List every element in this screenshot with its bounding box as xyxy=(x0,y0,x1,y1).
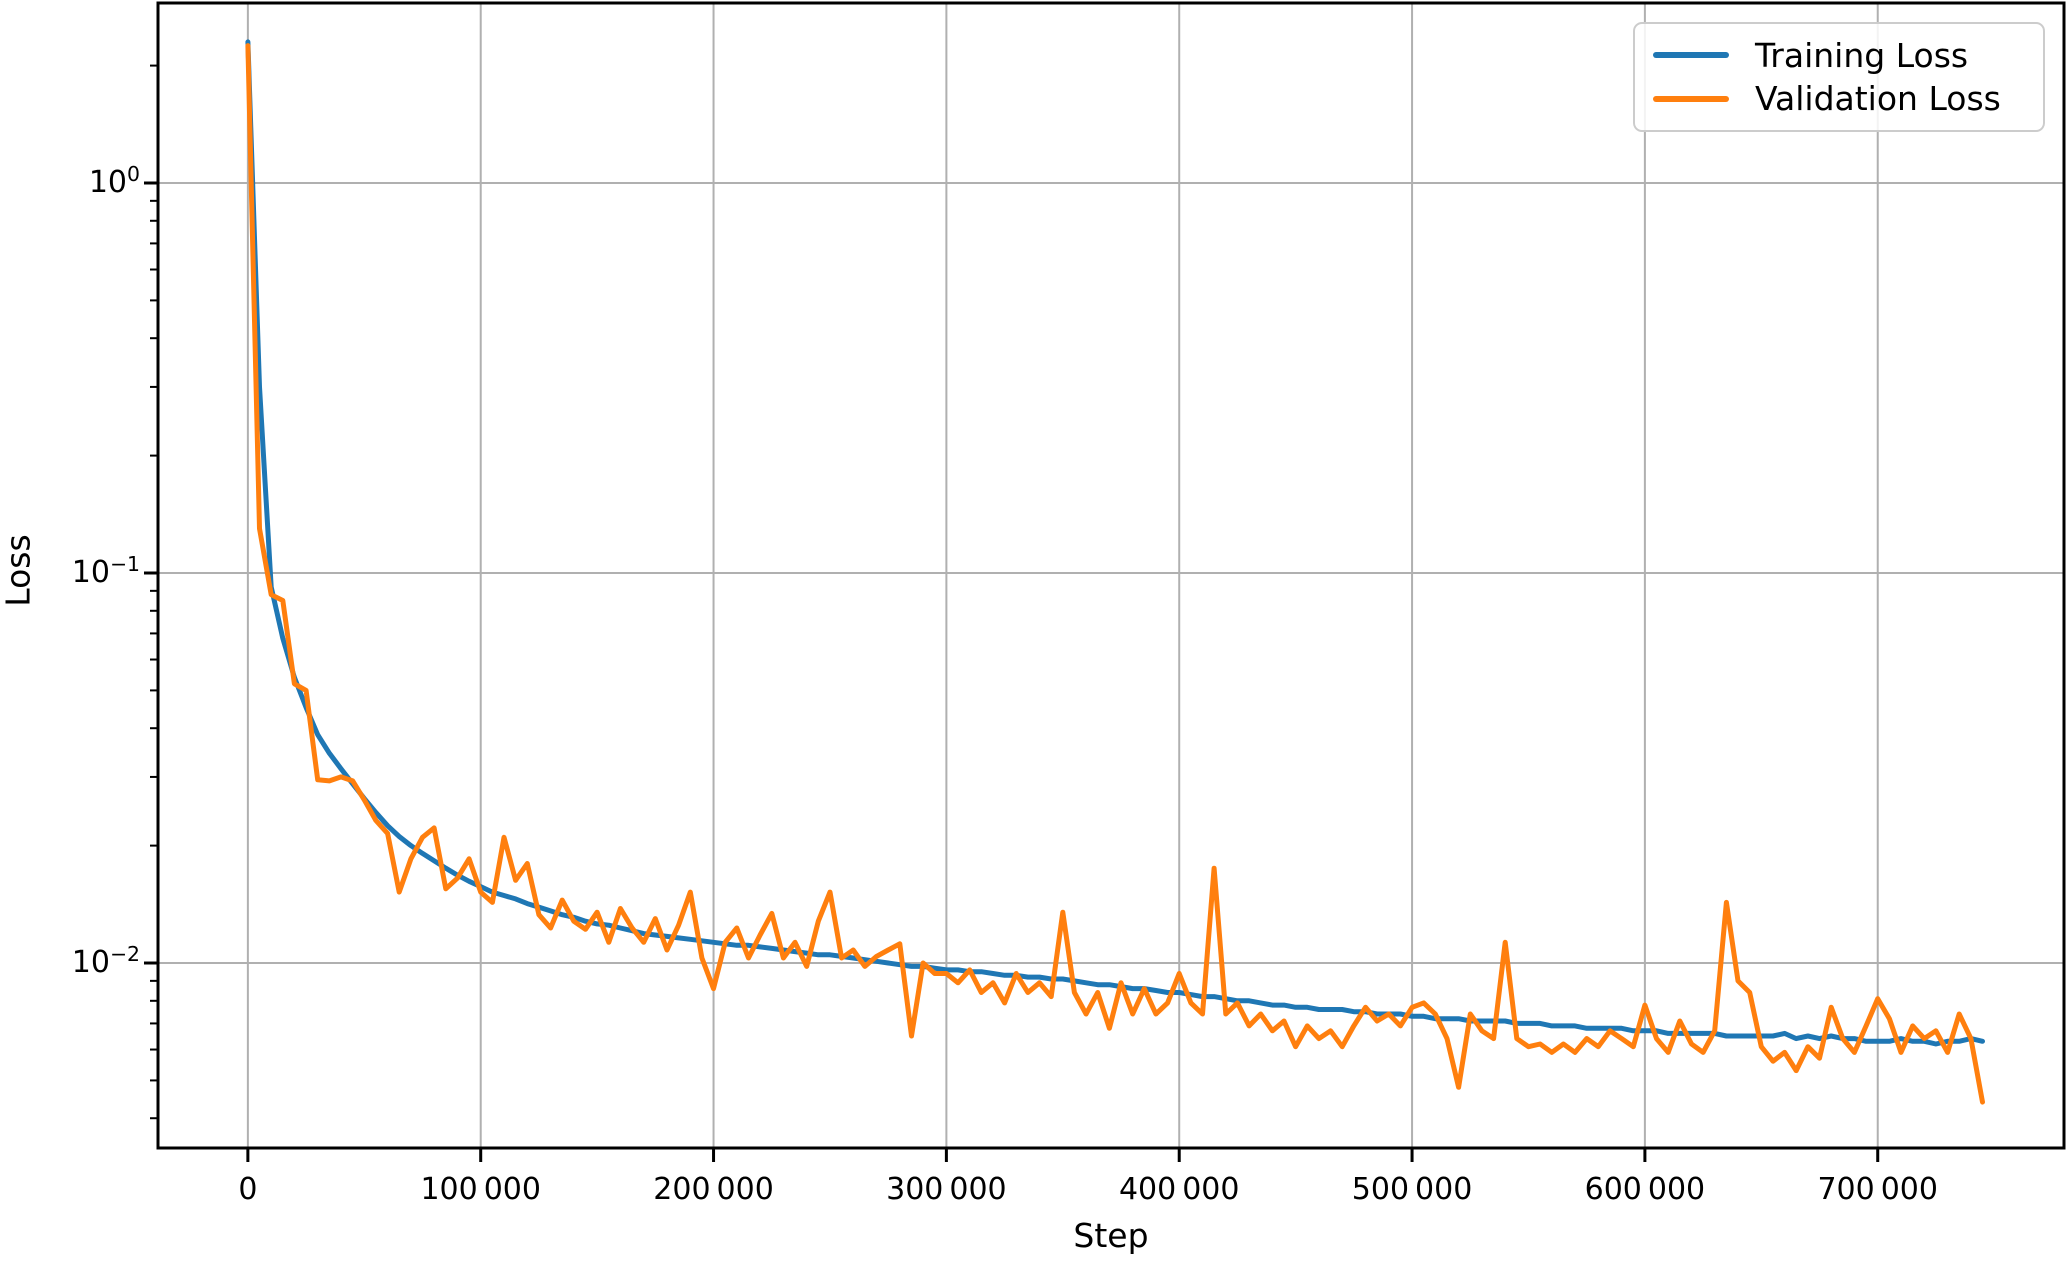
axes-frame xyxy=(156,1,2066,1150)
legend-label-validation-loss: Validation Loss xyxy=(1755,79,2001,119)
x-tick-label: 400 000 xyxy=(1118,1172,1240,1207)
y-tick-label: 10−2 xyxy=(71,942,140,980)
legend: Training Loss Validation Loss xyxy=(1633,22,2045,132)
x-tick-label: 200 000 xyxy=(653,1172,774,1207)
x-axis-label: Step xyxy=(1073,1216,1149,1255)
legend-entry-training-loss: Training Loss xyxy=(1653,39,2025,72)
legend-entry-validation-loss: Validation Loss xyxy=(1653,82,2025,115)
y-tick-label: 100 xyxy=(88,161,140,200)
y-tick-label: 10−1 xyxy=(71,552,140,590)
x-tick-label: 500 000 xyxy=(1351,1172,1473,1207)
training-loss-line xyxy=(245,39,1985,1047)
x-tick-label: 100 000 xyxy=(420,1172,541,1207)
x-tick-label: 300 000 xyxy=(886,1172,1007,1207)
training-loss-line-swatch xyxy=(1653,52,1729,59)
x-tick-label: 700 000 xyxy=(1817,1172,1938,1207)
validation-loss-line xyxy=(245,43,1985,1105)
x-tick-label: 600 000 xyxy=(1584,1172,1706,1207)
validation-loss-line-swatch xyxy=(1653,95,1729,102)
x-tick-label: 0 xyxy=(238,1172,258,1207)
legend-label-training-loss: Training Loss xyxy=(1755,35,1969,75)
